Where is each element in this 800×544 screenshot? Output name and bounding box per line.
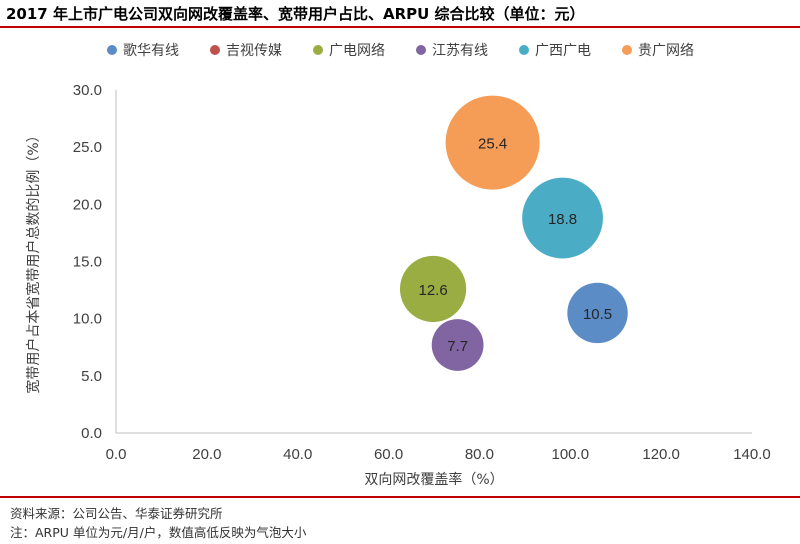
x-tick-label: 60.0 (374, 446, 403, 463)
bubble-value-label: 7.7 (447, 338, 468, 355)
legend-item: 广西广电 (519, 43, 591, 59)
x-tick-label: 140.0 (733, 446, 771, 463)
footer-divider (0, 496, 800, 498)
y-tick-label: 30.0 (73, 82, 102, 99)
legend-label: 贵广网络 (638, 43, 694, 59)
legend-marker (416, 45, 426, 55)
bubble-value-label: 12.6 (418, 282, 447, 299)
y-tick-label: 20.0 (73, 196, 102, 213)
bubble (567, 282, 628, 344)
title-divider (0, 26, 800, 28)
x-tick-label: 0.0 (106, 446, 127, 463)
y-tick-labels: 0.0 5.0 10.0 15.0 20.0 25.0 30.0 (73, 82, 102, 442)
legend-marker (107, 45, 117, 55)
footnote: 注：ARPU 单位为元/月/户，数值高低反映为气泡大小 (10, 525, 307, 540)
legend-marker (519, 45, 529, 55)
x-tick-label: 20.0 (192, 446, 221, 463)
y-axis-title: 宽带用户占本省宽带用户总数的比例（%） (25, 128, 42, 393)
x-axis-title: 双向网改覆盖率（%） (364, 471, 503, 488)
legend-marker (210, 45, 220, 55)
y-tick-label: 15.0 (73, 254, 102, 271)
legend-label: 广电网络 (329, 43, 385, 59)
legend-label: 江苏有线 (432, 43, 488, 59)
y-tick-label: 25.0 (73, 139, 102, 156)
x-tick-label: 40.0 (283, 446, 312, 463)
legend-marker (622, 45, 632, 55)
x-tick-label: 120.0 (642, 446, 680, 463)
bubble (445, 95, 540, 190)
x-tick-labels: 0.0 20.0 40.0 60.0 80.0 100.0 120.0 140.0 (106, 446, 771, 463)
bubbles: 25.4 18.8 12.6 10.5 7.7 (399, 95, 628, 371)
bubble-value-label: 25.4 (478, 136, 507, 153)
chart-title: 2017 年上市广电公司双向网改覆盖率、宽带用户占比、ARPU 综合比较（单位：… (6, 5, 585, 23)
legend: 歌华有线 吉视传媒 广电网络 江苏有线 广西广电 贵广网络 (107, 43, 694, 59)
bubble (431, 319, 484, 371)
legend-item: 江苏有线 (416, 43, 488, 59)
x-tick-label: 80.0 (465, 446, 494, 463)
legend-item: 歌华有线 (107, 43, 179, 59)
x-tick-label: 100.0 (552, 446, 590, 463)
y-tick-label: 10.0 (73, 311, 102, 328)
legend-label: 吉视传媒 (226, 43, 282, 59)
bubble-value-label: 18.8 (548, 211, 577, 228)
legend-label: 歌华有线 (123, 43, 179, 59)
legend-item: 广电网络 (313, 43, 385, 59)
source-note: 资料来源：公司公告、华泰证券研究所 (10, 506, 223, 521)
y-tick-label: 0.0 (81, 425, 102, 442)
bubble (522, 177, 603, 259)
bubble-chart: 歌华有线 吉视传媒 广电网络 江苏有线 广西广电 贵广网络 0.0 5.0 10.0 15.0 2… (25, 43, 771, 488)
y-tick-label: 5.0 (81, 368, 102, 385)
legend-item: 吉视传媒 (210, 43, 282, 59)
legend-item: 贵广网络 (622, 43, 694, 59)
axes (115, 90, 752, 434)
legend-label: 广西广电 (535, 43, 591, 59)
legend-marker (313, 45, 323, 55)
bubble-value-label: 10.5 (583, 306, 612, 323)
bubble (399, 255, 467, 323)
